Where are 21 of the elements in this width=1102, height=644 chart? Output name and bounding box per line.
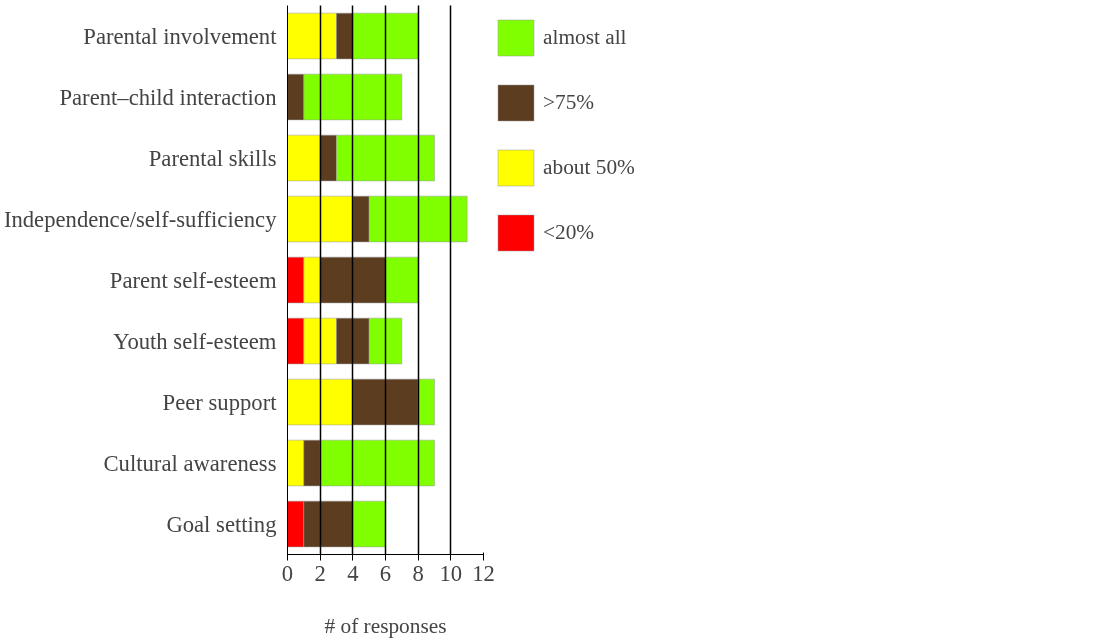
y-tick-label: Independence/self-sufficiency	[3, 206, 278, 232]
y-tick-label: Goal setting	[166, 511, 277, 537]
x-tick-label: 4	[347, 560, 359, 586]
legend-label: about 50%	[543, 155, 635, 180]
x-tick-label: 10	[439, 560, 463, 586]
legend-label: <20%	[543, 220, 595, 245]
legend-label: >75%	[543, 90, 595, 115]
y-tick-label: Peer support	[162, 389, 278, 415]
y-tick-label: Parental involvement	[83, 23, 278, 49]
x-tick-label: 12	[472, 560, 495, 586]
x-axis-title: # of responses	[324, 613, 447, 638]
x-tick-label: 2	[314, 560, 326, 586]
x-tick-label: 6	[379, 560, 392, 586]
x-tick-label: 8	[412, 560, 424, 586]
y-tick-label: Parent–child interaction	[59, 84, 277, 110]
y-tick-label: Cultural awareness	[103, 450, 277, 476]
x-tick-label: 0	[281, 560, 294, 586]
y-tick-label: Parent self-esteem	[109, 267, 277, 293]
legend-label: almost all	[543, 25, 627, 50]
y-tick-label: Youth self-esteem	[113, 328, 277, 354]
y-tick-label: Parental skills	[148, 145, 277, 171]
